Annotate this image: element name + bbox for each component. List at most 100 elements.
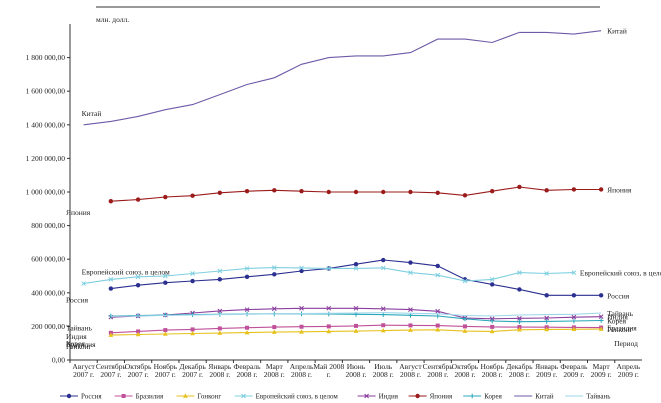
annotation-label: Китай <box>607 27 627 36</box>
data-point <box>489 282 495 287</box>
annotation-label: Гонконг <box>66 342 92 351</box>
data-point <box>462 278 468 284</box>
x-tick-label: Сентябрь 2008 г. <box>423 362 454 379</box>
x-tick-label-line: 2007 г. <box>155 370 176 379</box>
x-tick-label: Ноябрь 2008 г. <box>480 362 504 379</box>
x-tick-label-line: 2009 г. <box>591 370 612 379</box>
data-point <box>435 308 441 314</box>
series-европейский-союз-в-целом <box>81 265 577 286</box>
data-point <box>354 323 358 328</box>
x-tick-label-line: Июнь <box>347 362 366 371</box>
data-point <box>299 305 304 311</box>
legend-swatch-marker <box>183 393 188 398</box>
data-point <box>163 194 168 200</box>
legend-label: Индия <box>379 393 399 401</box>
legend-item-япония: Япония <box>408 393 453 401</box>
x-tick-label-line: 2009 г. <box>563 370 584 379</box>
data-point <box>217 308 223 314</box>
data-point <box>408 323 413 328</box>
x-tick-label: Март 2009 г. <box>591 362 612 379</box>
data-point <box>136 329 141 334</box>
data-point <box>408 189 413 195</box>
legend-item-тайвань: Тайвань <box>565 393 610 401</box>
annotation-label: Бразилия <box>66 340 96 349</box>
x-tick-label-line: 2009 г. <box>618 370 639 379</box>
legend-swatch-marker <box>364 393 369 399</box>
legend-swatch-marker <box>66 393 72 399</box>
y-tick-label: 1 600 000,00 <box>26 87 66 96</box>
data-point <box>381 257 386 263</box>
data-point <box>408 260 413 265</box>
data-point <box>353 305 359 311</box>
data-point <box>408 270 413 275</box>
data-point <box>326 311 332 317</box>
data-point <box>544 188 549 193</box>
x-tick-label-line: 2008 г. <box>454 370 475 379</box>
legend-item-индия: Индия <box>357 393 399 401</box>
x-tick-label-line: 2007 г. <box>128 370 149 379</box>
data-point <box>435 263 440 269</box>
series-япония <box>108 184 604 204</box>
x-tick-label-line: 2007 г. <box>182 370 203 379</box>
x-tick-label-line: Апрель <box>617 362 641 371</box>
data-point <box>517 315 522 321</box>
data-point <box>244 266 250 271</box>
data-point <box>299 268 304 274</box>
data-point <box>489 188 495 194</box>
data-point <box>190 193 195 198</box>
y-tick-label: 400 000,00 <box>31 288 65 297</box>
data-point <box>217 190 223 196</box>
legend-label: Европейский союз, в целом <box>256 393 339 401</box>
data-point <box>462 316 468 322</box>
series-китай <box>83 30 602 126</box>
x-tick-label: Октябрь 2007 г. <box>125 362 152 379</box>
data-point <box>299 265 304 271</box>
x-tick-label-line: Март <box>266 362 284 371</box>
data-point <box>326 305 332 311</box>
x-tick-label-line: Март <box>593 362 611 371</box>
x-tick-label-line: Сентябрь <box>96 362 127 371</box>
data-point <box>217 277 223 282</box>
data-point <box>517 325 522 330</box>
x-tick-label-line: г. <box>327 370 331 379</box>
x-tick-label: Февраль 2008 г. <box>233 362 261 379</box>
annotation-label: Россия <box>607 291 630 300</box>
data-point <box>245 325 250 330</box>
data-point <box>544 315 550 321</box>
data-point <box>544 326 550 332</box>
x-tick-label-line: 2008 г. <box>509 370 530 379</box>
chart-axes: 0,00 200 000,00 400 000,00 600 000,00 800 00… <box>26 6 642 379</box>
legend-item-корея: Корея <box>463 393 503 401</box>
x-tick-label: Апрель 2009 г. <box>617 362 641 379</box>
x-tick-label: Март 2008 г. <box>264 362 285 379</box>
data-point <box>462 193 468 198</box>
data-point <box>571 326 577 332</box>
x-tick-label: Июль 2008 г. <box>373 362 394 379</box>
x-tick-label: Декабрь 2008 г. <box>506 362 533 379</box>
data-point <box>326 266 332 271</box>
x-tick-label-line: 2007 г. <box>73 370 94 379</box>
data-point <box>217 326 222 331</box>
data-point <box>598 318 604 323</box>
data-point <box>217 330 223 335</box>
legend: Россия Бразилия Гонконг Европейский союз, в… <box>60 393 610 401</box>
data-point <box>380 328 386 333</box>
x-tick-label-line: Апрель <box>290 362 314 371</box>
legend-label: Россия <box>81 393 102 401</box>
data-point <box>190 327 195 332</box>
x-tick-label: Декабрь 2007 г. <box>179 362 206 379</box>
legend-item-бразилия: Бразилия <box>114 393 164 401</box>
x-tick-label: Апрель 2008 г. <box>290 362 314 379</box>
data-point <box>381 189 386 195</box>
annotation-label: Китай <box>82 109 102 118</box>
data-point <box>326 324 331 329</box>
x-tick-label-line: Декабрь <box>506 362 533 371</box>
data-point <box>190 278 195 284</box>
data-point <box>244 330 250 335</box>
x-tick-label-line: 2008 г. <box>264 370 285 379</box>
x-tick-label: Май 2008 г. <box>313 362 344 379</box>
legend-swatch-marker <box>415 393 420 399</box>
data-point <box>571 293 577 298</box>
x-tick-label-line: 2009 г. <box>536 370 557 379</box>
